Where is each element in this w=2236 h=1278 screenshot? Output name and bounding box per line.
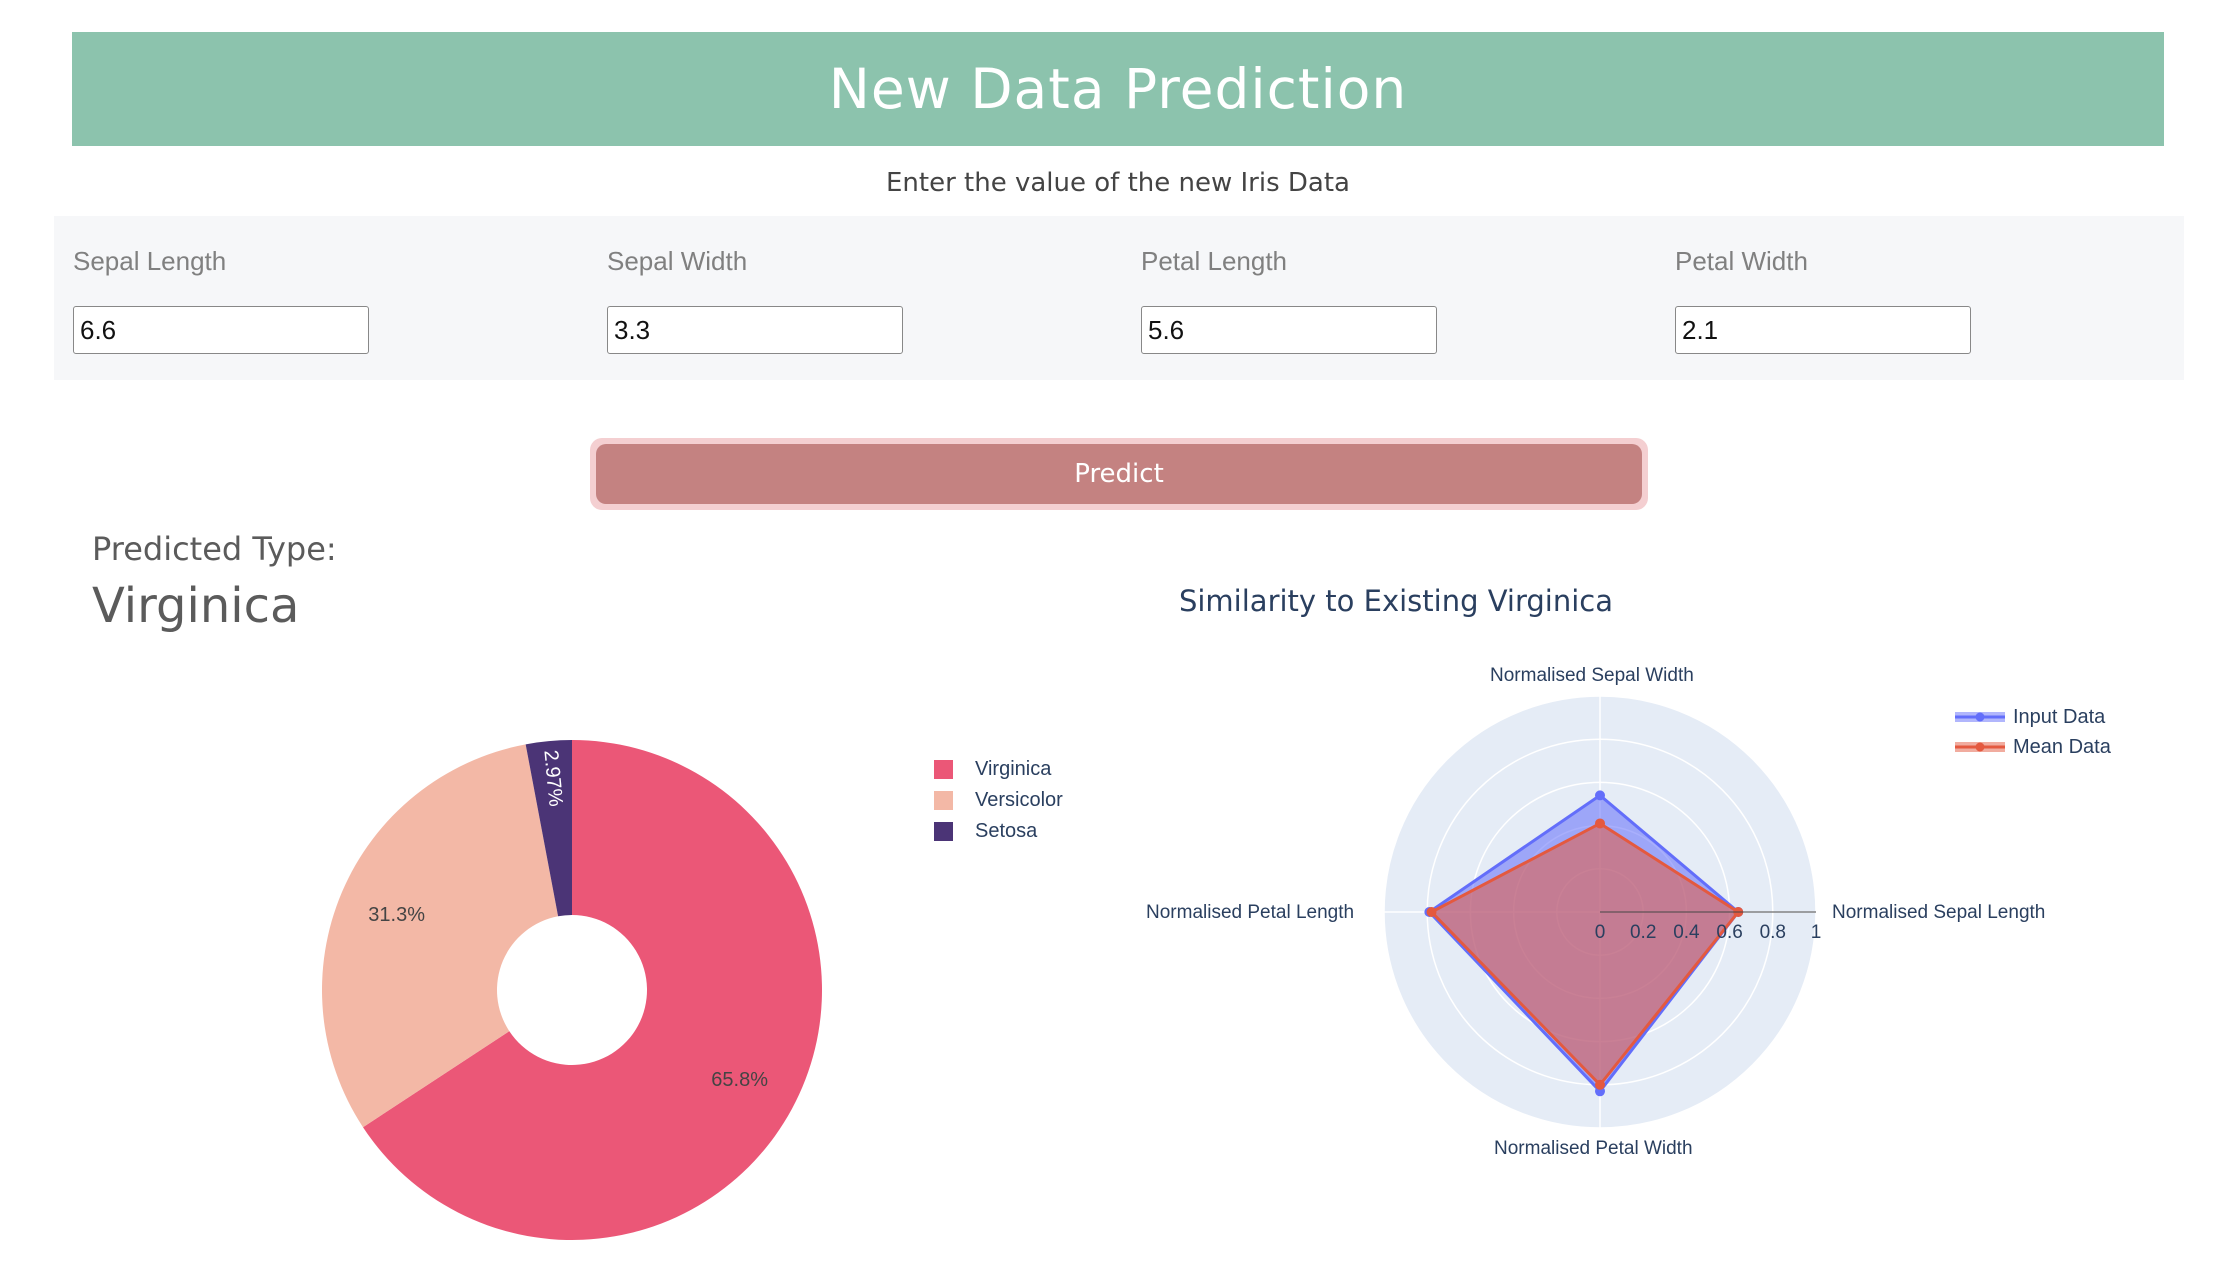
radar-axis-label: Normalised Petal Width	[1494, 1138, 1693, 1159]
legend-label: Versicolor	[975, 789, 1063, 811]
radial-tick-label: 0.2	[1630, 922, 1656, 943]
petal-width-input[interactable]	[1675, 306, 1971, 354]
pie-slice-label: 2.97%	[539, 749, 566, 808]
pie-chart: 65.8% 31.3% 2.97%	[322, 740, 822, 1240]
radial-tick-label: 0.6	[1716, 922, 1742, 943]
pie-slice-setosa[interactable]	[525, 740, 572, 917]
page-header: New Data Prediction	[72, 32, 2164, 146]
sepal-length-label: Sepal Length	[73, 246, 227, 276]
page-title: New Data Prediction	[828, 57, 1408, 121]
petal-width-label: Petal Width	[1675, 246, 1808, 276]
radar-point[interactable]	[1595, 790, 1605, 801]
radial-tick-label: 0.8	[1760, 922, 1786, 943]
legend-label: Virginica	[975, 758, 1052, 780]
predict-button-focus-ring: Predict	[590, 438, 1648, 510]
legend-item-versicolor[interactable]: Versicolor	[934, 785, 1063, 816]
radial-tick-label: 1	[1811, 922, 1822, 943]
legend-swatch	[934, 760, 953, 779]
radial-tick-label: 0.4	[1673, 922, 1700, 943]
legend-label: Setosa	[975, 820, 1038, 842]
radar-axis-label: Normalised Sepal Width	[1490, 665, 1694, 686]
predict-button[interactable]: Predict	[596, 444, 1642, 504]
input-panel: Sepal Length Sepal Width Petal Length Pe…	[54, 216, 2184, 380]
legend-swatch	[1955, 742, 2005, 752]
legend-swatch	[934, 822, 953, 841]
sepal-length-input[interactable]	[73, 306, 369, 354]
sepal-width-label: Sepal Width	[607, 246, 748, 276]
radar-point[interactable]	[1595, 818, 1605, 829]
radial-tick-label: 0	[1595, 922, 1606, 943]
radar-axis-label: Normalised Petal Length	[1146, 902, 1355, 923]
radar-point[interactable]	[1426, 907, 1437, 917]
radar-axis-label: Normalised Sepal Length	[1832, 902, 2046, 923]
predicted-type-value: Virginica	[92, 578, 300, 634]
legend-item-input-data[interactable]: Input Data	[1955, 702, 2111, 732]
legend-label: Mean Data	[2013, 735, 2111, 758]
legend-item-virginica[interactable]: Virginica	[934, 754, 1063, 785]
radar-chart: 0 0.2 0.4 0.6 0.8 1	[1383, 695, 1822, 1129]
pie-slice-virginica[interactable]	[363, 740, 822, 1240]
petal-length-label: Petal Length	[1141, 246, 1288, 276]
radar-point[interactable]	[1595, 1079, 1605, 1090]
legend-item-mean-data[interactable]: Mean Data	[1955, 732, 2111, 762]
pie-slice-label: 31.3%	[368, 904, 425, 926]
pie-slice-versicolor[interactable]	[322, 744, 559, 1128]
predicted-type-label: Predicted Type:	[92, 530, 337, 568]
sepal-width-input[interactable]	[607, 306, 903, 354]
legend-swatch	[934, 791, 953, 810]
instructions-text: Enter the value of the new Iris Data	[885, 168, 1350, 198]
radar-chart-title: Similarity to Existing Virginica	[1178, 584, 1614, 618]
pie-slice-label: 65.8%	[711, 1069, 768, 1091]
legend-swatch	[1955, 712, 2005, 722]
pie-legend: Virginica Versicolor Setosa	[934, 754, 1063, 847]
legend-label: Input Data	[2013, 705, 2106, 728]
radar-legend: Input Data Mean Data	[1955, 702, 2111, 762]
petal-length-input[interactable]	[1141, 306, 1437, 354]
legend-item-setosa[interactable]: Setosa	[934, 816, 1063, 847]
